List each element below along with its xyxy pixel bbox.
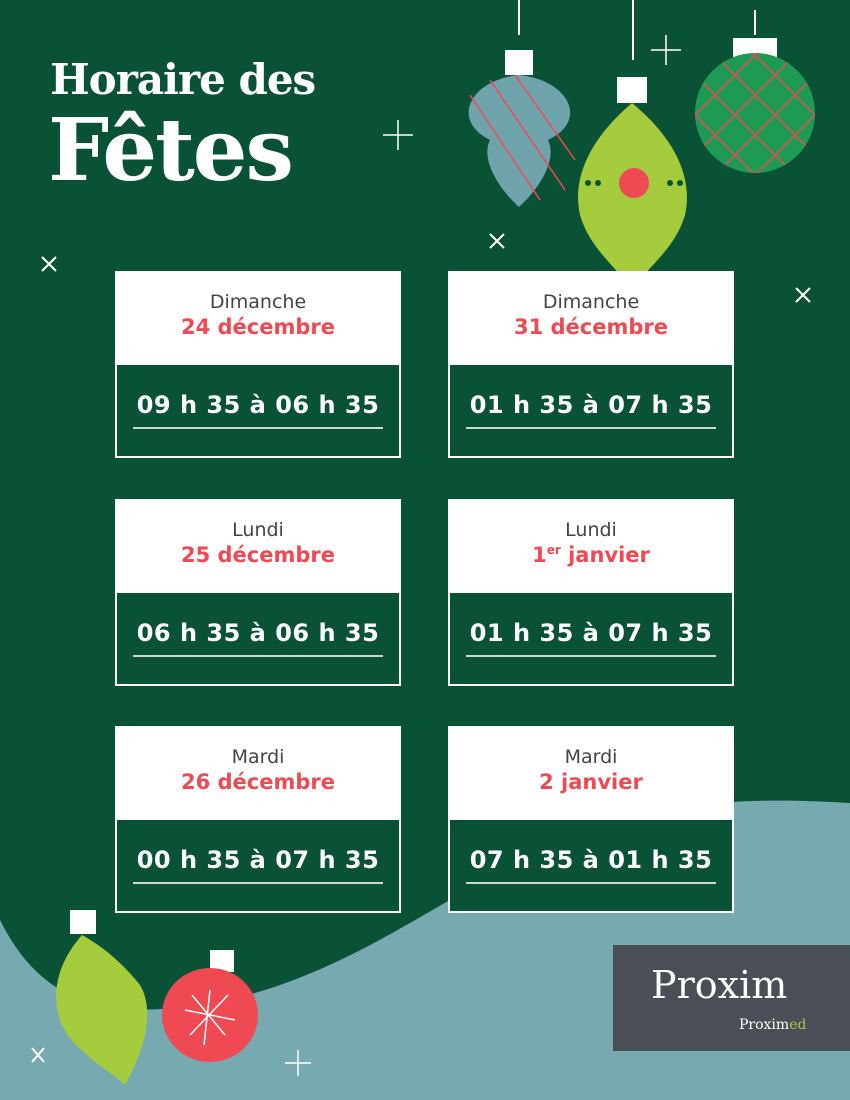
- schedule-card: Lundi 25 décembre 06 h 35 à 06 h 35: [115, 499, 401, 686]
- sparkle-icons: [31, 35, 811, 1076]
- logo-main: Proxim: [651, 963, 788, 1007]
- date-month: janvier: [560, 543, 650, 567]
- day-label: Lundi: [232, 519, 284, 541]
- logo-sub-a: Proxim: [739, 1017, 790, 1033]
- hours-label: 00 h 35 à 07 h 35: [133, 846, 383, 884]
- schedule-card: Dimanche 31 décembre 01 h 35 à 07 h 35: [448, 271, 734, 458]
- date-number: 1: [532, 543, 547, 567]
- hours-label: 01 h 35 à 07 h 35: [466, 391, 716, 429]
- day-label: Dimanche: [209, 291, 307, 313]
- hours-label: 09 h 35 à 06 h 35: [133, 391, 383, 429]
- date-label: 25 décembre: [180, 543, 335, 567]
- hours-label: 07 h 35 à 01 h 35: [466, 846, 716, 884]
- schedule-card: Mardi 26 décembre 00 h 35 à 07 h 35: [115, 726, 401, 913]
- date-label: 2 janvier: [539, 770, 643, 794]
- day-label: Mardi: [231, 746, 285, 768]
- hours-label: 01 h 35 à 07 h 35: [466, 619, 716, 657]
- ornament-green-icon: [695, 10, 815, 173]
- date-label: 26 décembre: [180, 770, 335, 794]
- title-line1: Horaire des: [50, 55, 316, 104]
- proxim-logo: Proxim Proximed: [613, 945, 850, 1051]
- date-label: 24 décembre: [180, 315, 335, 339]
- day-label: Dimanche: [542, 291, 640, 313]
- hours-label: 06 h 35 à 06 h 35: [133, 619, 383, 657]
- schedule-card: Mardi 2 janvier 07 h 35 à 01 h 35: [448, 726, 734, 913]
- ornament-lime-icon: [578, 0, 687, 290]
- day-label: Mardi: [564, 746, 618, 768]
- schedule-card: Dimanche 24 décembre 09 h 35 à 06 h 35: [115, 271, 401, 458]
- ornament-teal-icon: [468, 0, 576, 207]
- date-label: 1er janvier: [450, 543, 732, 567]
- logo-sub: Proximed: [739, 1017, 806, 1033]
- date-suffix: er: [546, 543, 561, 557]
- schedule-card: Lundi 1er janvier 01 h 35 à 07 h 35: [448, 499, 734, 686]
- date-label: 31 décembre: [513, 315, 668, 339]
- ornament-lime-bottom-icon: [56, 910, 148, 1085]
- logo-sub-b: ed: [789, 1017, 807, 1033]
- day-label: Lundi: [565, 519, 617, 541]
- page-title: Fêtes: [48, 100, 294, 201]
- ornament-red-bottom-icon: [162, 950, 258, 1062]
